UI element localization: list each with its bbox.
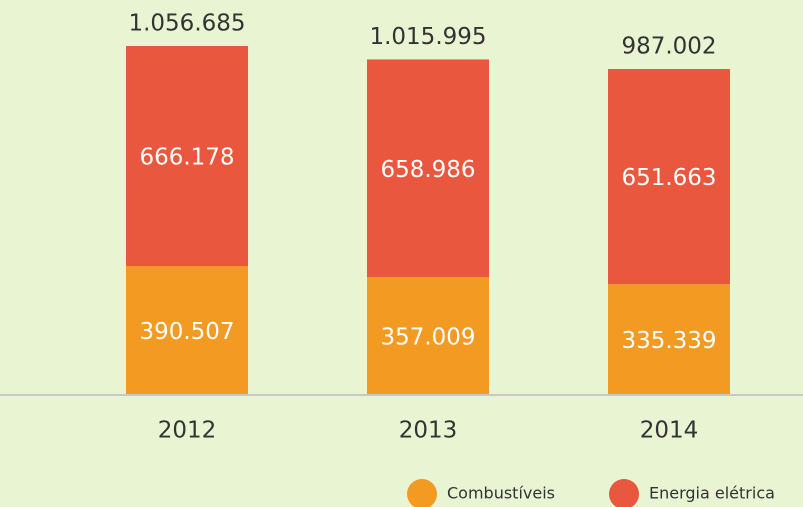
value-label: 335.339 [621, 328, 716, 354]
bar-segment [367, 59, 489, 278]
bar-segment [608, 69, 730, 285]
x-tick-label: 2014 [640, 418, 699, 444]
legend-label: Energia elétrica [649, 484, 775, 503]
x-tick-label: 2012 [158, 418, 217, 444]
bar-segment [608, 284, 730, 395]
legend-swatch [609, 479, 639, 507]
value-label: 357.009 [380, 325, 475, 351]
legend-label: Combustíveis [447, 484, 555, 503]
value-label: 390.507 [139, 319, 234, 345]
value-label: 666.178 [139, 145, 234, 171]
bar-segment [126, 266, 248, 395]
bar-segment [367, 277, 489, 395]
total-label: 1.015.995 [369, 24, 486, 50]
x-tick-label: 2013 [399, 418, 458, 444]
bar-segment [126, 46, 248, 267]
total-label: 987.002 [621, 34, 716, 60]
value-label: 651.663 [621, 165, 716, 191]
total-label: 1.056.685 [128, 11, 245, 37]
legend-swatch [407, 479, 437, 507]
value-label: 658.986 [380, 157, 475, 183]
